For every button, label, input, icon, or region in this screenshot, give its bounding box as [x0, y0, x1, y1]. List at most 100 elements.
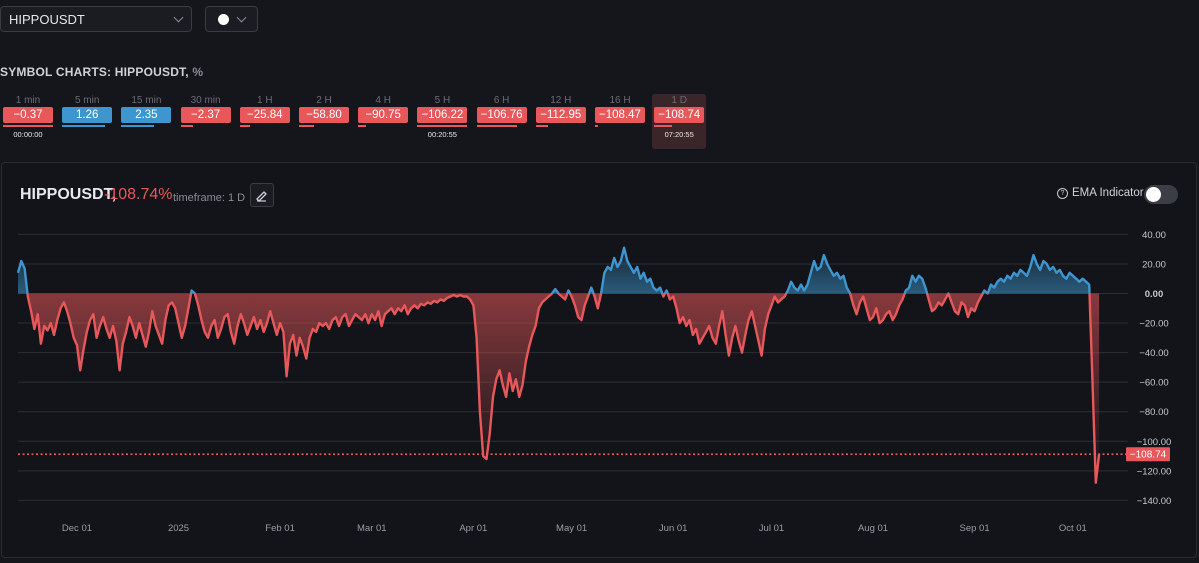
timeframe-6-h[interactable]: 6 H −106.76: [475, 94, 529, 130]
timeframe-value-badge: −108.47: [595, 107, 645, 123]
timeframe-value-badge: −106.22: [417, 107, 468, 123]
series-layer: [16, 246, 1101, 484]
timeframe-16-h[interactable]: 16 H −108.47: [593, 94, 647, 130]
timeframe-value-badge: 2.35: [121, 107, 172, 123]
x-tick-label: Mar 01: [357, 523, 387, 534]
y-tick-label: 40.00: [1142, 230, 1166, 241]
current-value-marker: −108.74: [18, 447, 1170, 462]
x-tick-label: Jun 01: [659, 523, 688, 534]
timeframe-label: 4 H: [375, 95, 391, 106]
color-select[interactable]: [205, 6, 258, 32]
white-dot-icon: [218, 14, 229, 25]
section-title: SYMBOL CHARTS: HIPPOUSDT, %: [0, 65, 203, 79]
chart-change: -108.74%: [104, 186, 173, 203]
timeframe-1-min[interactable]: 1 min −0.37 00:00:00: [1, 94, 55, 139]
timeframe-2-h[interactable]: 2 H −58.80: [297, 94, 351, 130]
timeframe-value-badge: −90.75: [358, 107, 409, 123]
ema-indicator-label: ? EMA Indicator: [1057, 187, 1144, 199]
toggle-knob: [1146, 187, 1161, 202]
timeframe-countdown: 00:20:55: [427, 130, 457, 139]
timeframe-strength-bar: [595, 125, 645, 127]
timeframe-12-h[interactable]: 12 H −112.95: [534, 94, 588, 130]
timeframe-4-h[interactable]: 4 H −90.75: [356, 94, 410, 130]
chart-panel: [1, 162, 1197, 558]
section-title-text: SYMBOL CHARTS: HIPPOUSDT,: [0, 65, 189, 79]
x-tick-label: Apr 01: [459, 523, 487, 534]
timeframe-strength-bar: [239, 125, 290, 127]
timeframe-strength-bar: [358, 125, 408, 127]
negative-series-line: [26, 293, 1101, 484]
timeframe-countdown: 07:20:55: [664, 130, 694, 139]
ema-toggle[interactable]: [1144, 185, 1178, 204]
timeframe-1-h[interactable]: 1 H −25.84: [238, 94, 292, 130]
negative-area: [18, 293, 1100, 483]
timeframe-strength-bar: [3, 125, 53, 127]
y-axis-labels: 40.00 20.00 0.00 −20.00 −40.00 −60.00 −80.00 −1…: [1137, 230, 1172, 507]
timeframe-value-badge: −106.76: [476, 107, 527, 123]
timeframe-strength-bar: [535, 125, 586, 127]
x-tick-label: Dec 01: [62, 523, 92, 534]
symbol-select-value: HIPPOUSDT: [9, 12, 85, 27]
timeframe-5-min[interactable]: 5 min 1.26: [60, 94, 114, 130]
timeframe-label: 12 H: [550, 95, 572, 106]
timeframe-label: 5 min: [74, 95, 100, 106]
x-tick-label: Aug 01: [858, 523, 888, 534]
positive-area: [18, 247, 1100, 294]
timeframe-label: 2 H: [316, 95, 332, 106]
timeframe-strength-bar: [476, 125, 527, 127]
y-tick-label: −120.00: [1137, 466, 1172, 477]
timeframe-value-badge: −108.74: [654, 107, 705, 123]
timeframe-value-badge: −25.84: [239, 107, 290, 123]
timeframe-strength-bar: [654, 125, 704, 127]
timeframe-value-badge: −58.80: [299, 107, 349, 123]
y-tick-label: −60.00: [1139, 378, 1168, 389]
symbol-select[interactable]: HIPPOUSDT: [0, 6, 192, 32]
y-tick-label: −20.00: [1139, 319, 1168, 330]
timeframe-strength-bar: [180, 125, 231, 127]
help-icon: ?: [1057, 188, 1068, 199]
grid-lines: [18, 233, 1128, 501]
x-tick-label: Feb 01: [265, 523, 295, 534]
timeframe-label: 5 H: [434, 95, 451, 106]
timeframe-1-d[interactable]: 1 D −108.74 07:20:55: [652, 94, 707, 149]
timeframe-value-badge: −0.37: [3, 107, 53, 123]
positive-series-line: [16, 246, 1091, 294]
x-tick-label: Oct 01: [1059, 523, 1087, 534]
timeframe-strength-bar: [62, 125, 112, 127]
timeframe-5-h[interactable]: 5 H −106.22 00:20:55: [415, 94, 469, 139]
timeframe-label: 16 H: [609, 95, 631, 106]
current-value-badge: [1126, 447, 1170, 462]
timeframe-strength-bar: [299, 125, 349, 127]
timeframe-countdown: 00:00:00: [13, 130, 43, 139]
draw-button[interactable]: [250, 183, 274, 207]
chart-timeframe: timeframe: 1 D: [173, 192, 246, 204]
current-value-label: −108.74: [1130, 450, 1167, 461]
timeframe-label: 15 min: [131, 95, 162, 106]
pen-icon: [256, 191, 267, 202]
x-axis-labels: Dec 01 2025 Feb 01 Mar 01 Apr 01 May 01 Jun 01…: [62, 523, 1087, 534]
timeframe-label: 30 min: [190, 95, 221, 106]
y-tick-label: −40.00: [1139, 348, 1168, 359]
x-tick-label: May 01: [556, 523, 587, 534]
timeframe-label: 1 min: [15, 95, 41, 106]
timeframe-label: 1 D: [671, 95, 687, 106]
ema-label-text: EMA Indicator: [1072, 187, 1144, 199]
y-tick-label: −100.00: [1137, 437, 1172, 448]
timeframe-value-badge: −112.95: [535, 107, 586, 123]
timeframe-15-min[interactable]: 15 min 2.35: [119, 94, 173, 130]
timeframe-30-min[interactable]: 30 min −2.37: [179, 94, 233, 130]
timeframe-strength-bar: [417, 125, 468, 127]
y-tick-label: 20.00: [1142, 259, 1166, 270]
y-tick-label: −140.00: [1137, 496, 1172, 507]
y-tick-label: −80.00: [1139, 407, 1168, 418]
chart-symbol: HIPPOUSDT,: [20, 186, 117, 203]
x-tick-label: 2025: [168, 523, 189, 534]
timeframe-label: 6 H: [493, 95, 510, 106]
timeframe-value-badge: −2.37: [180, 107, 231, 123]
x-tick-label: Sep 01: [960, 523, 990, 534]
timeframe-label: 1 H: [257, 95, 273, 106]
timeframe-strength-bar: [121, 125, 171, 127]
section-title-unit: %: [192, 65, 204, 79]
timeframe-value-badge: 1.26: [62, 107, 113, 123]
